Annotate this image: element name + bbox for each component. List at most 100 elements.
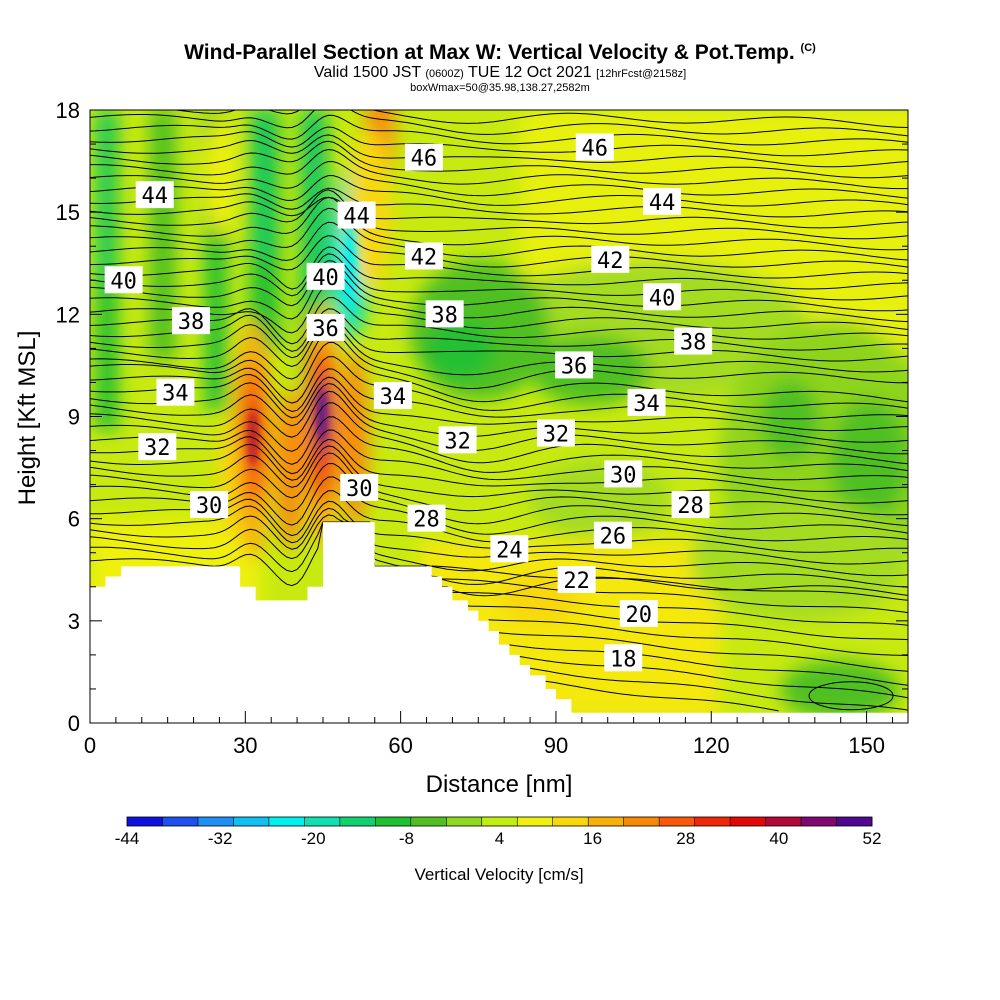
isentrope-line (90, 270, 908, 323)
x-tick-label: 60 (388, 733, 412, 758)
chart-titles: Wind-Parallel Section at Max W: Vertical… (0, 36, 1000, 94)
colorbar-swatch (268, 817, 305, 826)
isentrope-label-box (591, 245, 630, 273)
colorbar-swatch (623, 817, 660, 826)
isentrope-label: 34 (156, 378, 195, 407)
isentrope-label-text: 44 (343, 205, 370, 230)
isentrope-label-box (373, 382, 412, 410)
isentrope-line (90, 315, 908, 362)
isentrope-label-text: 38 (431, 303, 458, 328)
isentrope-label-box (404, 143, 443, 171)
isentrope-label-box (404, 242, 443, 270)
isentrope-label-text: 28 (677, 494, 704, 519)
isentrope-label: 36 (555, 351, 594, 379)
x-tick-label: 90 (544, 733, 568, 758)
field-green-right-core (830, 400, 908, 520)
isentrope-label-box (104, 266, 143, 294)
x-tick-label: 0 (84, 733, 96, 758)
isentrope-label: 34 (627, 388, 666, 417)
isentrope-line (90, 429, 908, 481)
isentrope-line (90, 368, 908, 420)
colorbar-swatch (730, 817, 766, 826)
isentrope-label-text: 42 (411, 245, 438, 270)
isentrope-closed-loop (808, 681, 894, 711)
isentrope-label-text: 28 (413, 508, 440, 533)
x-axis-title: Distance [nm] (426, 771, 573, 798)
isentrope-label: 20 (619, 600, 658, 628)
isentrope-label: 18 (604, 644, 643, 672)
isentrope-label-text: 30 (610, 463, 637, 488)
isentrope-line (90, 416, 908, 473)
isentrope-label-box (407, 504, 446, 532)
isentrope-line (90, 134, 908, 168)
x-tick-label: 150 (848, 733, 885, 758)
isentrope-line (90, 260, 908, 312)
isentrope-line-low (442, 578, 908, 614)
isentrope-line-low (452, 591, 908, 626)
colorbar-swatch (801, 817, 837, 826)
isentrope-label: 30 (190, 491, 229, 519)
isentrope-label-text: 38 (178, 310, 205, 335)
isentrope-label-text: 30 (346, 477, 373, 502)
field-stripe-4b (258, 110, 270, 260)
isentrope-line (90, 221, 908, 268)
isentrope-line (90, 376, 908, 432)
isentrope-label-box (337, 201, 376, 229)
x-tick-label: 120 (693, 733, 730, 758)
isentrope-line-low (519, 656, 908, 699)
isentrope-line (172, 110, 908, 128)
isentrope-label: 38 (171, 307, 210, 335)
isentrope-label-box (171, 307, 210, 335)
isentrope-label-box (557, 565, 596, 593)
colorbar-title: Vertical Velocity [cm/s] (414, 865, 583, 884)
isentrope-line (90, 356, 908, 411)
isentrope-label-text: 40 (312, 266, 339, 291)
field-updraft-5 (218, 420, 238, 540)
field-yellow-upper2 (206, 115, 234, 235)
isentrope-line (90, 402, 908, 465)
isentrope-label-box (627, 388, 666, 416)
colorbar-swatch (694, 817, 731, 826)
isentrope-label-text: 24 (496, 538, 523, 563)
colorbar-tick-label: 52 (863, 829, 882, 848)
isentrope-label-box (604, 460, 643, 488)
colorbar-swatch (162, 817, 199, 826)
field-updraft-3-peak (318, 389, 326, 441)
colorbar: -44 -32 -20 -8 4 16 28 40 52 (115, 816, 882, 848)
field-stripe-1b (100, 110, 110, 290)
y-tick-label: 0 (68, 711, 80, 736)
isentrope-label: 46 (404, 143, 443, 172)
isentrope-label-text: 42 (597, 249, 624, 274)
colorbar-swatch (588, 817, 625, 826)
x-axis: 0 30 60 90 120 150 (84, 711, 893, 758)
isentrope-line (90, 438, 908, 492)
colorbar-tick-label: -20 (301, 829, 326, 848)
isentrope-label: 42 (591, 245, 630, 274)
isentrope-line (90, 148, 908, 190)
y-axis-title: Height [Kft MSL] (14, 331, 41, 506)
field-cyan-peak (344, 224, 356, 300)
colorbar-tick-label: -8 (399, 829, 414, 848)
isentrope-line (90, 196, 908, 229)
isentrope-label-box (135, 181, 174, 209)
box-info: boxWmax=50@35.98,138.27,2582m (410, 82, 590, 94)
field-green-right-low (690, 500, 908, 620)
isentrope-line (90, 390, 908, 455)
isentrope-label: 44 (337, 201, 376, 230)
isentrope-line-low (467, 605, 908, 641)
colorbar-swatch (765, 817, 802, 826)
colorbar-swatch (339, 817, 376, 826)
isentrope-line (90, 296, 908, 345)
isentrope-label-text: 34 (380, 385, 407, 410)
isentrope-label: 38 (425, 300, 464, 328)
isentrope-label-box (138, 433, 177, 461)
isentrope-line (90, 126, 908, 157)
colorbar-swatch (659, 817, 696, 826)
isentrope-label-text: 44 (649, 191, 676, 216)
isentrope-line (90, 114, 908, 146)
isentrope-line (90, 175, 908, 207)
isentrope-label-text: 34 (633, 392, 660, 417)
isentrope-label: 42 (404, 242, 443, 270)
field-updraft-2 (277, 390, 303, 550)
